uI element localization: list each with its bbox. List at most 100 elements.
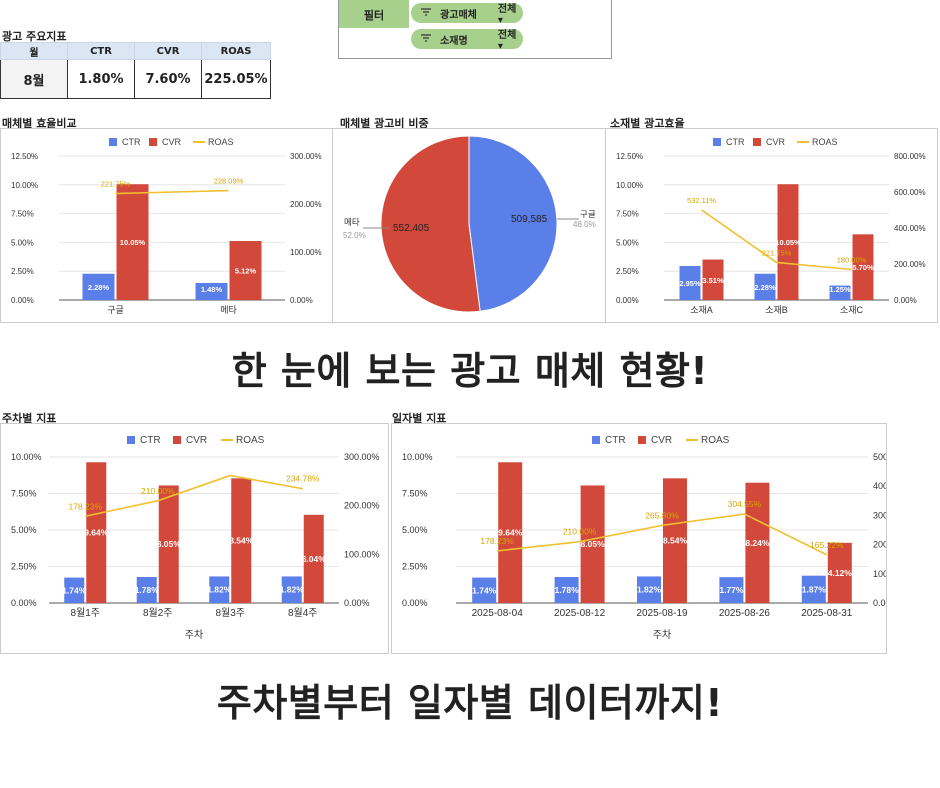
y2-tick-label: 400.00% bbox=[894, 224, 926, 233]
bar-data-label: 8.54% bbox=[663, 536, 688, 546]
bar-cvr bbox=[158, 485, 179, 603]
y-tick-label: 2.50% bbox=[11, 562, 37, 572]
bar-cvr bbox=[303, 514, 324, 603]
legend-swatch-ctr bbox=[713, 138, 721, 146]
kpi-cvr-value: 7.60% bbox=[134, 59, 202, 99]
bar-cvr bbox=[580, 485, 605, 603]
kpi-title: 광고 주요지표 bbox=[2, 30, 67, 43]
filter-chip-media-value: 전체 ▾ bbox=[497, 4, 517, 26]
y2-tick-label: 100.00% bbox=[290, 248, 322, 257]
legend-swatch-cvr bbox=[173, 436, 181, 444]
bar-data-label: 1.82% bbox=[637, 585, 662, 595]
legend-label-ctr: CTR bbox=[122, 137, 141, 147]
y2-tick-label: 100.00% bbox=[873, 569, 886, 579]
pie-label-google: 구글 bbox=[580, 209, 596, 219]
x-tick-label: 메타 bbox=[220, 305, 237, 315]
daily-panel: CTR CVR ROAS 10.00% 7.50% 5.00% 2.50% 0.00% 500.… bbox=[391, 423, 909, 654]
legend-label-roas: ROAS bbox=[208, 137, 234, 147]
bar-data-label: 1.48% bbox=[201, 285, 223, 294]
roas-data-label: 221.75% bbox=[762, 248, 792, 257]
y2-tick-label: 200.00% bbox=[344, 501, 380, 511]
legend-swatch-cvr bbox=[753, 138, 761, 146]
y-tick-label: 5.00% bbox=[11, 238, 34, 247]
bar-ctr bbox=[801, 575, 826, 603]
y2-tick-label: 300.00% bbox=[344, 452, 380, 462]
legend-label-ctr: CTR bbox=[605, 435, 626, 446]
roas-data-label: 178.23% bbox=[480, 536, 514, 546]
x-tick-label: 구글 bbox=[107, 305, 124, 315]
bar-ctr bbox=[472, 577, 497, 603]
bar-data-label: 9.64% bbox=[498, 528, 523, 538]
panel-title-media-spend: 매체별 광고비 비중 bbox=[340, 117, 429, 130]
filter-label-cell bbox=[339, 0, 409, 28]
bar-ctr bbox=[136, 577, 157, 603]
bar-data-label: 2.95% bbox=[679, 279, 701, 288]
y-tick-label: 5.00% bbox=[11, 525, 37, 535]
bar-cvr bbox=[663, 478, 687, 603]
kpi-header-month: 월 bbox=[0, 42, 68, 60]
x-tick-label: 소재C bbox=[840, 305, 864, 315]
y2-tick-label: 0.00% bbox=[344, 598, 370, 608]
bar-data-label: 5.12% bbox=[235, 267, 257, 276]
pie-value-google: 509,585 bbox=[511, 214, 548, 225]
filter-label: 필터 bbox=[363, 9, 385, 22]
x-axis-title: 주차 bbox=[653, 629, 671, 641]
panel-title-daily: 일자별 지표 bbox=[392, 412, 447, 425]
roas-line bbox=[701, 209, 852, 271]
bar-ctr bbox=[195, 282, 228, 300]
bar-cvr bbox=[231, 478, 252, 603]
bar-data-label: 8.54% bbox=[229, 536, 254, 546]
legend-swatch-ctr bbox=[592, 436, 600, 444]
roas-data-label: 210.00% bbox=[141, 486, 175, 496]
roas-data-label: 165.22% bbox=[810, 540, 844, 550]
y2-tick-label: 300.00% bbox=[873, 510, 886, 520]
bar-data-label: 1.82% bbox=[207, 585, 232, 595]
filter-chip-creative[interactable]: 소재명 전체 ▾ bbox=[411, 29, 523, 52]
y2-tick-label: 300.00% bbox=[290, 152, 322, 161]
y-tick-label: 0.00% bbox=[616, 296, 639, 305]
kpi-header-cvr: CVR bbox=[134, 42, 202, 60]
filter-icon bbox=[421, 7, 434, 19]
bar-data-label: 4.12% bbox=[828, 568, 853, 578]
bar-cvr bbox=[827, 542, 852, 603]
bar-data-label: 3.51% bbox=[702, 276, 724, 285]
y-tick-label: 7.50% bbox=[402, 489, 428, 499]
legend-label-ctr: CTR bbox=[140, 435, 161, 446]
x-axis-title: 주차 bbox=[185, 629, 203, 641]
y-tick-label: 0.00% bbox=[11, 296, 34, 305]
bar-data-label: 1.78% bbox=[555, 585, 580, 595]
pie-slice-meta bbox=[380, 135, 481, 313]
legend-label-roas: ROAS bbox=[701, 435, 730, 446]
y-tick-label: 10.00% bbox=[11, 181, 38, 190]
headline-bottom: 주차별부터 일자별 데이터까지! bbox=[216, 681, 724, 725]
legend-label-roas: ROAS bbox=[236, 435, 265, 446]
y2-tick-label: 0.00% bbox=[894, 296, 917, 305]
kpi-month-value: 8월 bbox=[0, 59, 68, 99]
bar-data-label: 1.74% bbox=[62, 585, 87, 595]
roas-data-label: 234.78% bbox=[286, 474, 320, 484]
y-tick-label: 2.50% bbox=[11, 267, 34, 276]
bar-ctr bbox=[82, 273, 115, 300]
legend-label-cvr: CVR bbox=[766, 137, 786, 147]
bar-cvr bbox=[852, 234, 874, 300]
headline-top: 한 눈에 보는 광고 매체 현황! bbox=[231, 349, 709, 393]
y2-tick-label: 200.00% bbox=[290, 200, 322, 209]
x-tick-label: 2025-08-04 bbox=[472, 608, 524, 619]
kpi-roas-value: 225.05% bbox=[201, 59, 271, 99]
roas-data-label: 221.75% bbox=[101, 180, 131, 189]
bar-data-label: 8.05% bbox=[157, 539, 182, 549]
filter-chip-media[interactable]: 광고매체 전체 ▾ bbox=[411, 3, 523, 26]
filter-chip-creative-label: 소재명 bbox=[440, 35, 468, 47]
y2-tick-label: 500.00% bbox=[873, 452, 886, 462]
bar-cvr bbox=[498, 462, 523, 603]
weekly-chart: CTR CVR ROAS 10.00% 7.50% 5.00% 2.50% 0.00% 300.… bbox=[11, 435, 380, 641]
pie-pct-google: 48.0% bbox=[573, 220, 596, 229]
bar-cvr bbox=[229, 241, 262, 300]
legend-label-cvr: CVR bbox=[186, 435, 207, 446]
bar-ctr bbox=[719, 577, 744, 603]
filter-chip-creative-value: 전체 ▾ bbox=[497, 30, 517, 52]
kpi-header-ctr: CTR bbox=[67, 42, 135, 60]
x-tick-label: 8월1주 bbox=[70, 607, 100, 619]
bar-data-label: 10.05% bbox=[120, 238, 146, 247]
bar-data-label: 1.77% bbox=[719, 585, 744, 595]
